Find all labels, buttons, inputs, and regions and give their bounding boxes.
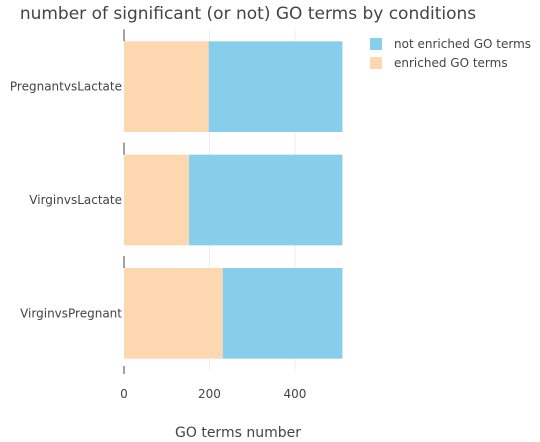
x-tick-label-400: 400 xyxy=(284,387,307,401)
bar-VirginvsPregnant-not-enriched[interactable] xyxy=(222,268,343,359)
y-tick-label-VirginvsPregnant: VirginvsPregnant xyxy=(20,306,122,320)
legend-swatch-not-enriched xyxy=(370,38,382,50)
legend-label-not-enriched: not enriched GO terms xyxy=(394,37,531,51)
axes: 0 200 400 PregnantvsLactate VirginvsLactate V… xyxy=(10,29,307,401)
legend[interactable]: not enriched GO terms enriched GO terms xyxy=(370,37,531,70)
x-tick-label-0: 0 xyxy=(120,387,128,401)
bar-VirginvsPregnant-enriched[interactable] xyxy=(124,268,223,359)
y-tick-label-PregnantvsLactate: PregnantvsLactate xyxy=(10,80,122,94)
chart-title: number of significant (or not) GO terms … xyxy=(20,4,476,24)
legend-label-enriched: enriched GO terms xyxy=(394,56,508,70)
y-tick-label-VirginvsLactate: VirginvsLactate xyxy=(29,193,122,207)
x-axis-title: GO terms number xyxy=(175,425,301,441)
x-tick-label-200: 200 xyxy=(198,387,221,401)
bar-PregnantvsLactate-enriched[interactable] xyxy=(124,41,209,133)
bar-VirginvsLactate-enriched[interactable] xyxy=(124,154,189,246)
bars xyxy=(124,41,343,359)
bar-PregnantvsLactate-not-enriched[interactable] xyxy=(208,41,343,133)
bar-VirginvsLactate-not-enriched[interactable] xyxy=(188,154,343,246)
legend-swatch-enriched xyxy=(370,57,382,69)
